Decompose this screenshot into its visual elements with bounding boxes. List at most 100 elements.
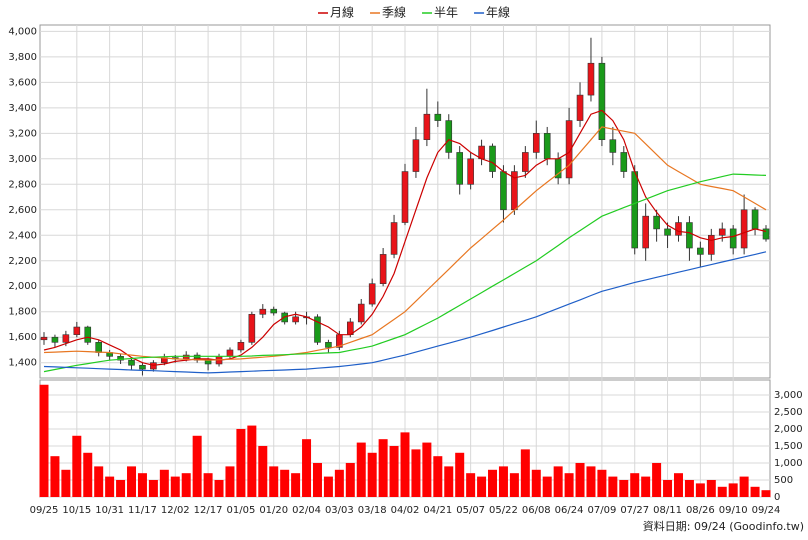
y-tick-label: 1,800: [8, 307, 37, 318]
candle-body: [697, 247, 704, 255]
candle-body: [248, 313, 256, 343]
x-tick-label: 10/31: [95, 505, 124, 516]
candle-body: [379, 254, 387, 284]
x-tick-label: 05/07: [456, 505, 485, 516]
x-tick-label: 02/04: [292, 505, 321, 516]
volume-bar: [50, 456, 60, 497]
volume-bar: [61, 469, 71, 497]
x-tick-label: 07/09: [587, 505, 616, 516]
volume-bar: [630, 473, 640, 497]
candle-body: [708, 234, 715, 255]
volume-bar: [509, 473, 519, 497]
candle-body: [357, 303, 365, 323]
y-tick-label: 500: [774, 475, 793, 486]
volume-bar: [717, 486, 727, 497]
y-tick-label: 1,500: [774, 441, 803, 452]
volume-bar: [137, 473, 147, 497]
volume-bar: [455, 452, 465, 497]
candle-body: [718, 228, 726, 236]
legend-label: 半年: [434, 6, 458, 20]
volume-bar: [181, 473, 191, 497]
volume-bar: [83, 452, 93, 497]
volume-bar: [127, 466, 137, 497]
volume-bar: [641, 476, 651, 497]
volume-bar: [433, 456, 443, 497]
candle-body: [401, 171, 409, 223]
candle-body: [751, 209, 759, 230]
candle-body: [270, 308, 278, 314]
volume-bar: [72, 435, 82, 497]
candle-body: [139, 364, 146, 370]
volume-bar: [170, 476, 180, 497]
y-tick-label: 2,600: [8, 205, 37, 216]
x-tick-label: 07/27: [620, 505, 649, 516]
volume-bar: [761, 490, 771, 497]
x-tick-label: 05/22: [489, 505, 518, 516]
candle-body: [456, 152, 463, 185]
volume-bar: [225, 466, 235, 497]
x-tick-label: 04/02: [391, 505, 420, 516]
volume-bar: [411, 449, 421, 497]
volume-bar: [302, 439, 312, 497]
x-tick-label: 11/17: [128, 505, 157, 516]
volume-bar: [323, 476, 333, 497]
candle-body: [740, 209, 748, 249]
volume-bar: [159, 469, 169, 497]
ma-line: [43, 126, 767, 361]
x-tick-label: 12/02: [161, 505, 190, 516]
candle-body: [325, 342, 332, 348]
volume-bar: [673, 473, 683, 497]
volume-bar: [214, 479, 224, 497]
candle-body: [522, 152, 529, 172]
volume-bar: [367, 452, 377, 497]
volume-bar: [477, 476, 487, 497]
y-tick-label: 3,600: [8, 77, 37, 88]
candle-body: [664, 228, 671, 236]
y-tick-label: 2,000: [8, 281, 37, 292]
y-tick-label: 4,000: [8, 26, 37, 37]
volume-bar: [400, 432, 410, 497]
volume-bar: [345, 462, 355, 497]
candle-body: [762, 228, 770, 240]
volume-bar: [520, 449, 530, 497]
ma-line: [43, 173, 767, 373]
x-tick-label: 09/10: [719, 505, 748, 516]
volume-bar: [258, 445, 268, 497]
candle-body: [609, 139, 617, 153]
candle-body: [467, 158, 474, 185]
y-tick-label: 3,000: [774, 390, 803, 401]
y-tick-label: 3,400: [8, 103, 37, 114]
volume-bar: [203, 473, 213, 497]
candle-body: [51, 336, 59, 343]
legend-label: 季線: [382, 5, 406, 20]
volume-bar: [750, 486, 760, 497]
x-tick-label: 03/18: [358, 505, 387, 516]
y-tick-label: 0: [774, 492, 780, 503]
y-tick-label: 2,400: [8, 230, 37, 241]
candle-body: [729, 228, 737, 249]
candle-body: [62, 334, 70, 343]
x-tick-label: 09/25: [30, 505, 59, 516]
y-tick-label: 2,800: [8, 179, 37, 190]
volume-bar: [739, 476, 749, 497]
volume-bar: [564, 473, 574, 497]
volume-bar: [148, 479, 158, 497]
candle-body: [226, 349, 234, 357]
x-tick-label: 08/26: [686, 505, 715, 516]
x-tick-label: 01/20: [259, 505, 288, 516]
x-tick-label: 09/24: [752, 505, 781, 516]
x-tick-label: 10/15: [62, 505, 91, 516]
legend-label: 年線: [486, 5, 510, 20]
candle-body: [532, 133, 540, 153]
y-tick-label: 1,400: [8, 358, 37, 369]
candle-body: [675, 222, 682, 236]
volume-bar: [608, 476, 618, 497]
y-tick-label: 3,200: [8, 128, 37, 139]
volume-bar: [291, 473, 301, 497]
footer: 資料日期: 09/24 (Goodinfo.tw): [643, 519, 804, 533]
candle-body: [653, 215, 660, 230]
candle-body: [445, 120, 453, 153]
x-tick-label: 04/21: [423, 505, 452, 516]
volume-bar: [422, 442, 432, 497]
